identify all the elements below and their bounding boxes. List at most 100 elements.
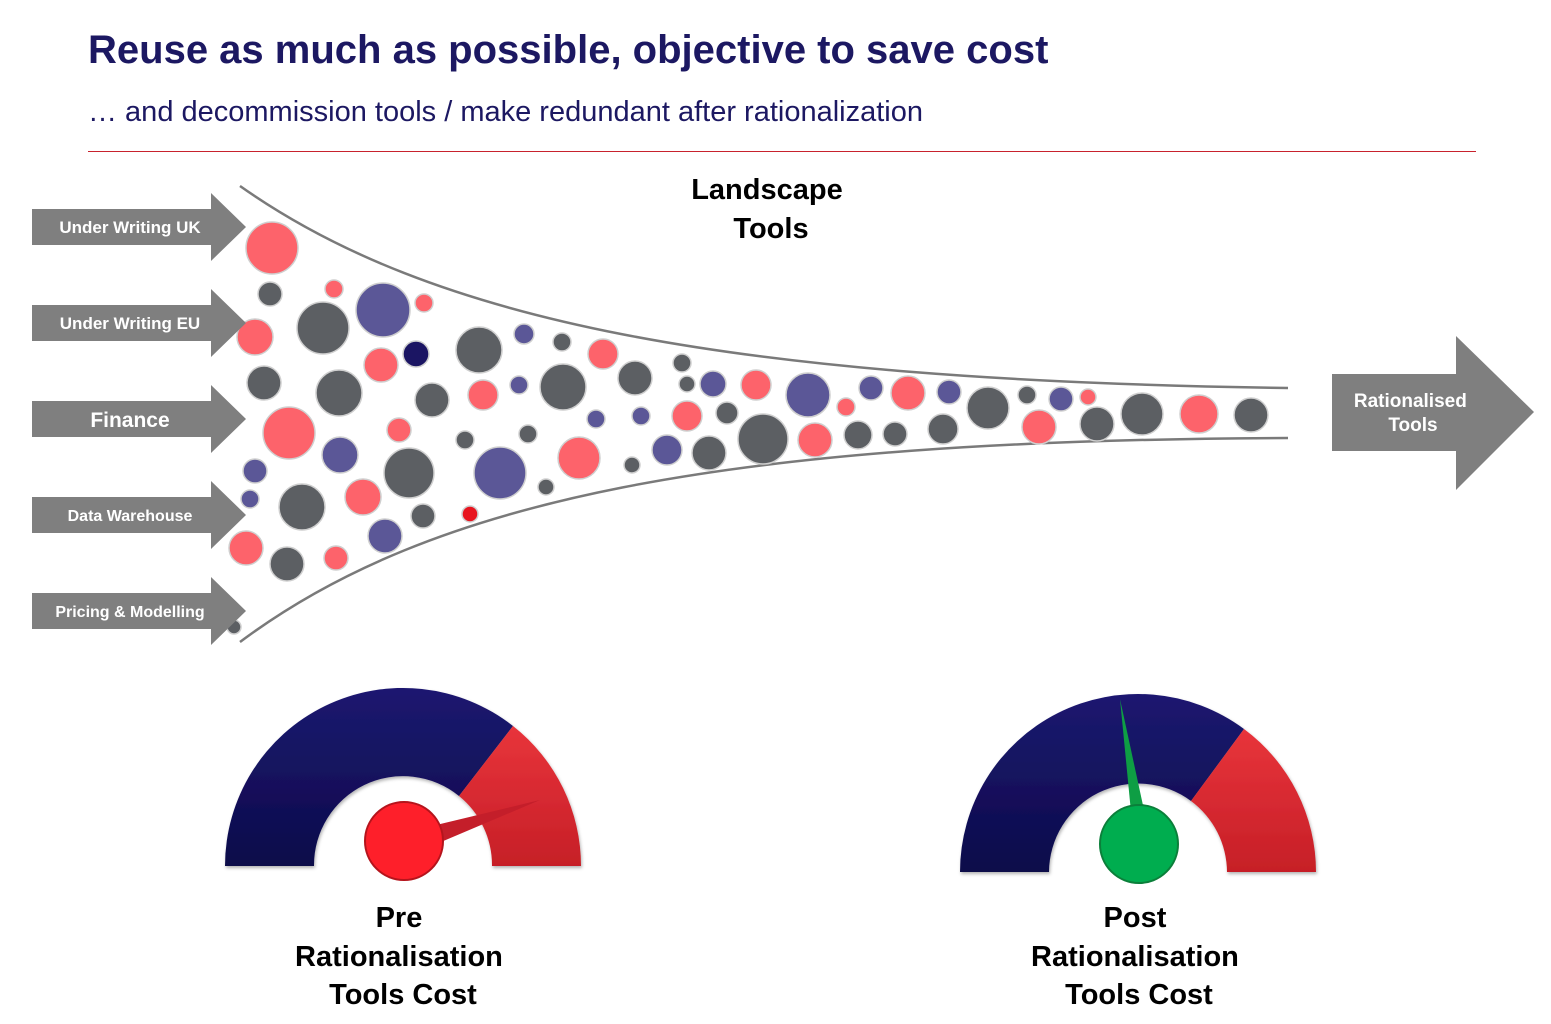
gauge-navy-band [224,687,513,866]
tool-bubble [936,379,962,405]
funnel-label: Landscape Tools [691,174,851,245]
tool-bubble [836,397,856,417]
input-arrow-label: Pricing & Modelling [55,604,204,621]
gauge-needle [1120,699,1144,812]
funnel-top-edge [239,184,1289,390]
gauge-red-band [1191,729,1316,872]
tool-bubble [278,483,326,531]
output-arrow-label: Rationalised Tools [1354,391,1472,436]
input-arrow-label: Finance [90,409,169,432]
tool-bubble [671,400,703,432]
tool-bubble [858,375,884,401]
gauge-needle [432,800,540,842]
funnel-label-line: Tools [733,213,808,245]
tool-bubble [246,365,282,401]
tool-bubble [715,401,739,425]
gauge-hub [364,801,444,881]
tool-bubble [678,375,696,393]
tool-bubble [552,332,572,352]
tool-bubble [383,447,435,499]
tool-bubble [1233,397,1269,433]
funnel-bottom-edge [239,436,1289,644]
tool-bubble [296,301,350,355]
tool-bubble [455,430,475,450]
input-arrow-pricing-modelling: Pricing & Modelling [32,577,246,645]
input-arrow-label: Under Writing UK [59,218,201,237]
tool-bubble [245,221,299,275]
tool-bubble [537,478,555,496]
tool-bubble [367,518,403,554]
tool-bubble [236,318,274,356]
tool-bubble [1079,388,1097,406]
tool-bubble [414,293,434,313]
tool-bubble [518,424,538,444]
gauge-pre-rationalisation: Pre Rationalisation Tools Cost [224,687,581,1011]
tool-bubble [1120,392,1164,436]
tool-bubble [586,409,606,429]
tool-bubble [1048,386,1074,412]
input-arrows: Under Writing UK Under Writing EU Financ… [32,193,246,645]
input-arrow-under-writing-uk: Under Writing UK [32,193,246,261]
tool-bubble [557,436,601,480]
tool-bubble [691,435,727,471]
input-arrow-data-warehouse: Data Warehouse [32,481,246,549]
title-divider [88,151,1476,152]
output-arrow-label-line: Rationalised [1354,391,1467,412]
tool-bubble [473,446,527,500]
slide-title: Reuse as much as possible, objective to … [88,28,1049,72]
funnel-label-line: Landscape [691,174,843,206]
tool-bubble [386,417,412,443]
tool-bubble [262,406,316,460]
input-arrow-label: Data Warehouse [68,508,193,525]
tool-bubble [324,279,344,299]
tool-bubble [455,326,503,374]
tool-bubble [414,382,450,418]
tool-bubble [315,369,363,417]
gauge-caption-line: Rationalisation [295,941,503,973]
tool-bubble [321,436,359,474]
tool-bubble [269,546,305,582]
input-arrow-under-writing-eu: Under Writing EU [32,289,246,357]
gauge-caption: Post Rationalisation Tools Cost [1031,902,1247,1011]
gauge-caption-line: Post [1104,902,1167,934]
output-arrow-label-line: Tools [1388,415,1437,436]
gauge-caption-line: Rationalisation [1031,941,1239,973]
tool-bubble [651,434,683,466]
tool-bubble [966,386,1010,430]
tool-bubble [513,323,535,345]
tool-bubble [1179,394,1219,434]
gauge-hub [1099,804,1179,884]
tool-bubble [461,505,479,523]
slide-subtitle: … and decommission tools / make redundan… [88,96,923,128]
output-arrow-rationalised-tools: Rationalised Tools [1332,336,1534,490]
tool-bubble [228,530,264,566]
tool-bubble [890,375,926,411]
gauge-caption-line: Tools Cost [1065,979,1213,1011]
gauge-red-band [459,726,581,866]
tool-bubble [242,458,268,484]
tool-bubble [882,421,908,447]
gauge-navy-band [960,693,1244,872]
tool-bubble [257,281,283,307]
tool-bubble [631,406,651,426]
tool-bubble [699,370,727,398]
tool-bubble [737,413,789,465]
tool-bubble [1079,406,1115,442]
tool-bubble [1017,385,1037,405]
tool-bubble [509,375,529,395]
tool-bubble [797,422,833,458]
tool-bubble [740,369,772,401]
tool-bubble [355,282,411,338]
gauge-caption-line: Pre [376,902,423,934]
tool-bubble [240,489,260,509]
tool-bubbles [226,221,1269,635]
tool-bubble [843,420,873,450]
input-arrow-finance: Finance [32,385,246,453]
tool-bubble [927,413,959,445]
tool-bubble [1021,409,1057,445]
tool-bubble [467,379,499,411]
input-arrow-label: Under Writing EU [60,314,200,333]
tool-bubble [785,372,831,418]
tool-bubble [587,338,619,370]
